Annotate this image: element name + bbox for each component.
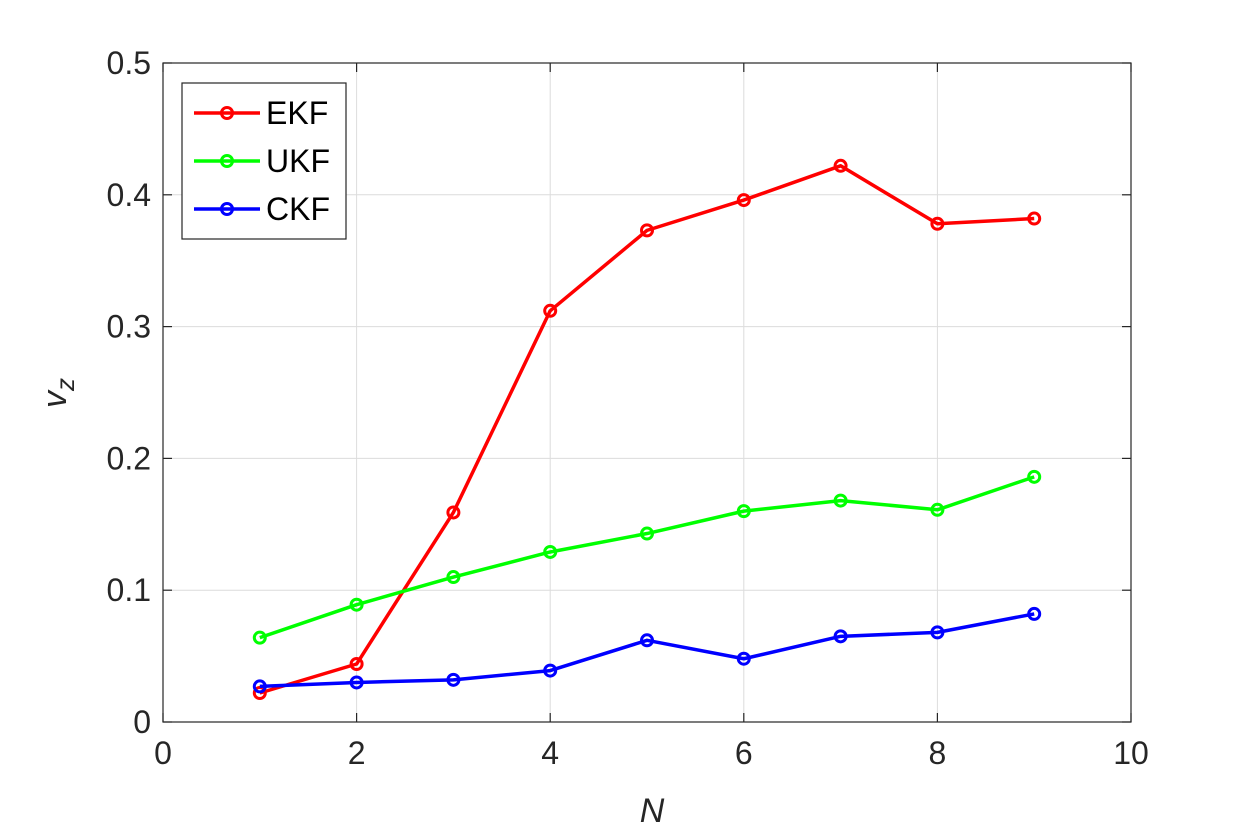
data-point-ekf bbox=[930, 216, 945, 231]
data-point-ckf bbox=[252, 679, 267, 694]
y-tick-label: 0 bbox=[133, 704, 151, 740]
x-tick-label: 6 bbox=[735, 735, 753, 771]
legend-label-ckf: CKF bbox=[266, 191, 330, 227]
y-axis-label-main: v bbox=[36, 389, 74, 408]
y-tick-label: 0.3 bbox=[107, 309, 151, 345]
plot-frame bbox=[162, 62, 1132, 723]
legend-label-ekf: EKF bbox=[266, 95, 328, 131]
series-line-ckf bbox=[259, 612, 1035, 689]
data-point-ekf bbox=[349, 657, 364, 672]
legend-swatch-marker-ckf bbox=[220, 202, 234, 216]
data-point-ukf bbox=[252, 630, 267, 645]
series-line-ekf bbox=[259, 164, 1035, 695]
series-ekf bbox=[252, 158, 1042, 701]
grid-lines bbox=[162, 62, 1132, 723]
data-point-ukf bbox=[446, 570, 461, 585]
series-ckf bbox=[252, 606, 1042, 694]
data-point-ukf bbox=[1027, 469, 1042, 484]
legend-swatch-marker-ekf bbox=[220, 106, 234, 120]
x-tick-label: 8 bbox=[929, 735, 947, 771]
data-point-ckf bbox=[1027, 606, 1042, 621]
y-tick-label: 0.1 bbox=[107, 572, 151, 608]
x-tick-label: 2 bbox=[348, 735, 366, 771]
series-ukf bbox=[252, 469, 1042, 645]
legend-swatch-marker-ukf bbox=[220, 154, 234, 168]
data-point-ukf bbox=[930, 502, 945, 517]
data-point-ekf bbox=[640, 223, 654, 238]
data-point-ekf bbox=[252, 686, 267, 701]
data-point-ukf bbox=[833, 493, 848, 508]
data-point-ukf bbox=[640, 526, 654, 541]
x-axis-label: N bbox=[640, 792, 665, 830]
data-point-ckf bbox=[446, 672, 461, 687]
series-line-ukf bbox=[259, 475, 1035, 640]
data-point-ckf bbox=[833, 629, 848, 644]
y-axis-label: vz bbox=[36, 378, 80, 408]
data-point-ekf bbox=[446, 505, 461, 520]
legend: EKF UKF CKF bbox=[181, 82, 347, 240]
axis-ticks: 0 2 4 6 8 10 0 0.1 0.2 0.3 0.4 0.5 bbox=[107, 45, 1149, 771]
x-tick-label: 0 bbox=[154, 735, 172, 771]
data-point-ukf bbox=[349, 597, 364, 612]
y-tick-label: 0.4 bbox=[107, 177, 151, 213]
data-point-ukf bbox=[543, 544, 558, 559]
data-point-ckf bbox=[640, 633, 654, 648]
data-point-ckf bbox=[930, 625, 945, 640]
y-tick-label: 0.2 bbox=[107, 440, 151, 476]
y-axis-label-subscript: z bbox=[50, 378, 80, 392]
legend-label-ukf: UKF bbox=[266, 143, 330, 179]
data-point-ckf bbox=[736, 651, 751, 666]
data-point-ekf bbox=[736, 193, 751, 208]
data-point-ekf bbox=[1027, 211, 1042, 226]
data-point-ckf bbox=[543, 663, 558, 678]
data-point-ukf bbox=[736, 504, 751, 519]
data-point-ckf bbox=[349, 675, 364, 690]
x-tick-label: 10 bbox=[1113, 735, 1149, 771]
data-point-ekf bbox=[543, 303, 558, 318]
x-tick-label: 4 bbox=[541, 735, 559, 771]
series-group bbox=[252, 158, 1042, 701]
data-point-ekf bbox=[833, 158, 848, 173]
y-tick-label: 0.5 bbox=[107, 45, 151, 81]
